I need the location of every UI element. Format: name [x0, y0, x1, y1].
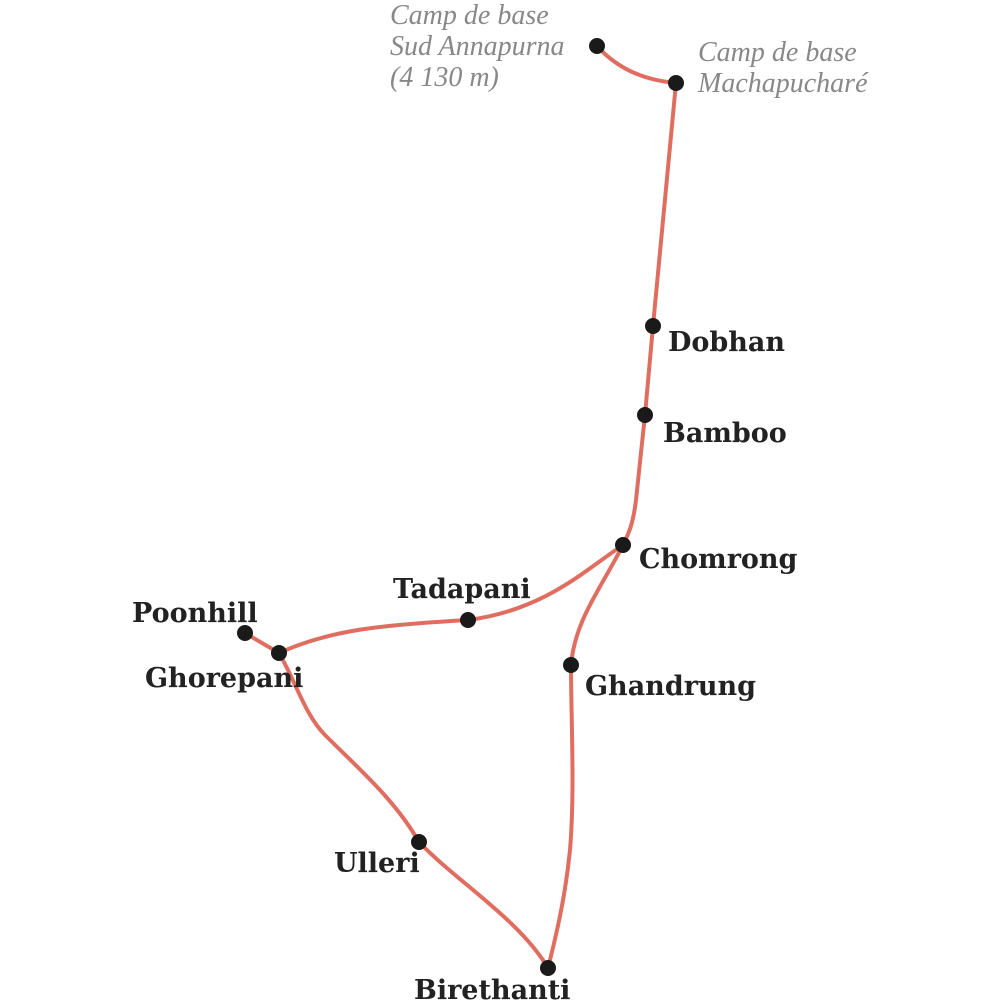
stop-poonhill-marker [237, 625, 253, 641]
stop-mbc-marker [668, 75, 684, 91]
stops [237, 38, 684, 976]
stop-ghorepani-marker [271, 645, 287, 661]
label-birethanti: Birethanti [414, 975, 570, 1000]
stop-bamboo-marker [637, 407, 653, 423]
route-mbc-chomrong [621, 81, 678, 547]
route-lines [243, 44, 678, 970]
stop-birethanti-marker [540, 960, 556, 976]
route-ghorepani-birethanti [277, 651, 550, 970]
label-ghandrung: Ghandrung [585, 671, 756, 702]
route-abc-mbc [595, 44, 678, 85]
label-poonhill: Poonhill [132, 598, 258, 629]
stop-ulleri-marker [411, 834, 427, 850]
route-chomrong-birethanti [546, 543, 625, 970]
stop-dobhan-marker [645, 318, 661, 334]
label-abc-line-1: Camp de base [390, 0, 549, 31]
label-mbc-line-2: Machapucharé [697, 68, 869, 99]
label-ulleri: Ulleri [334, 848, 420, 879]
label-abc-line-3: (4 130 m) [390, 62, 499, 93]
label-mbc-line-1: Camp de base [698, 37, 857, 68]
label-mbc: Camp de base Machapucharé [697, 37, 869, 99]
labels: Camp de base Sud Annapurna (4 130 m) Cam… [132, 0, 869, 1000]
label-tadapani: Tadapani [393, 574, 531, 605]
label-bamboo: Bamboo [663, 418, 787, 449]
stop-chomrong-marker [615, 537, 631, 553]
label-abc-line-2: Sud Annapurna [390, 31, 565, 62]
label-chomrong: Chomrong [639, 544, 798, 575]
stop-abc-marker [589, 38, 605, 54]
label-dobhan: Dobhan [668, 327, 785, 358]
label-abc: Camp de base Sud Annapurna (4 130 m) [390, 0, 572, 93]
label-ghorepani: Ghorepani [145, 663, 303, 694]
stop-ghandrung-marker [563, 657, 579, 673]
stop-tadapani-marker [460, 612, 476, 628]
